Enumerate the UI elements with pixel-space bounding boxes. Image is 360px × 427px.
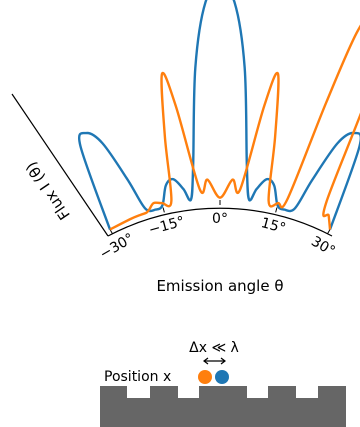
delta-x-label: Δx ≪ λ [189, 340, 239, 356]
series-line-orange [109, 24, 360, 231]
tick-mark [327, 229, 331, 235]
tick-label: 0° [212, 211, 228, 227]
orange-dot [198, 370, 212, 384]
x-axis-arc [107, 207, 333, 237]
tick-mark [275, 207, 278, 213]
x-axis-label: Emission angle θ [156, 277, 283, 295]
tick-mark [162, 207, 165, 213]
blue-dot [215, 370, 229, 384]
y-axis-label: Flux I (θ) [22, 158, 74, 223]
series-line-blue [77, 0, 360, 230]
series-group [77, 0, 360, 231]
y-axis-line [11, 93, 109, 237]
position-label: Position x [104, 369, 171, 385]
tick-label: −30° [97, 231, 137, 263]
grating-surface [100, 386, 346, 427]
delta-x-arrow [203, 357, 226, 365]
tick-label: 15° [259, 215, 287, 237]
tick-label: 30° [308, 233, 338, 259]
x-axis-ticks: −30°−15° 0° 15°30° [97, 200, 338, 263]
